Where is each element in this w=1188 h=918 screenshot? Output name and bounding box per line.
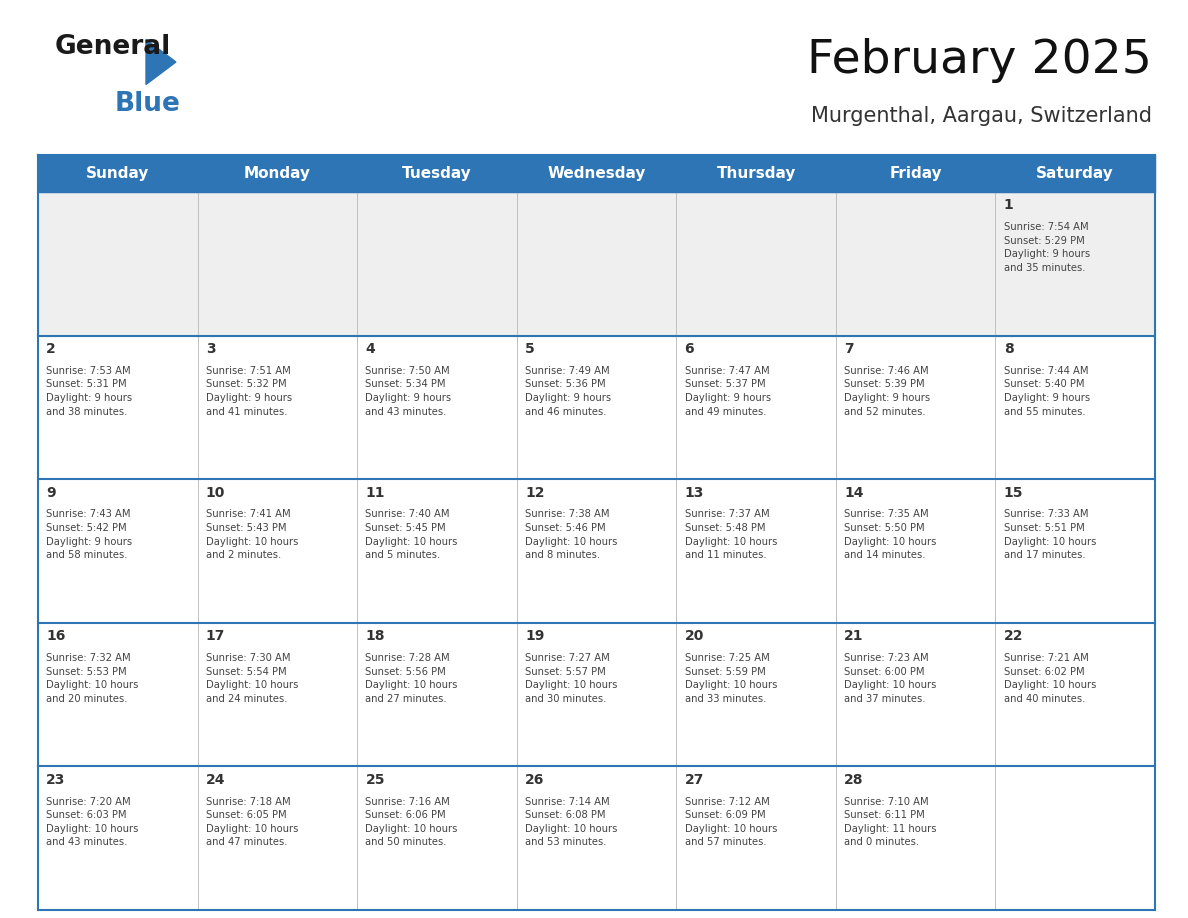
Text: 6: 6 [684,342,694,356]
Text: Sunrise: 7:54 AM
Sunset: 5:29 PM
Daylight: 9 hours
and 35 minutes.: Sunrise: 7:54 AM Sunset: 5:29 PM Dayligh… [1004,222,1089,273]
Text: Sunrise: 7:49 AM
Sunset: 5:36 PM
Daylight: 9 hours
and 46 minutes.: Sunrise: 7:49 AM Sunset: 5:36 PM Dayligh… [525,366,611,417]
Text: 19: 19 [525,629,544,644]
Text: 17: 17 [206,629,226,644]
Text: Sunrise: 7:46 AM
Sunset: 5:39 PM
Daylight: 9 hours
and 52 minutes.: Sunrise: 7:46 AM Sunset: 5:39 PM Dayligh… [845,366,930,417]
Text: General: General [55,34,171,61]
Text: 20: 20 [684,629,704,644]
Text: Sunrise: 7:47 AM
Sunset: 5:37 PM
Daylight: 9 hours
and 49 minutes.: Sunrise: 7:47 AM Sunset: 5:37 PM Dayligh… [684,366,771,417]
Text: Sunrise: 7:14 AM
Sunset: 6:08 PM
Daylight: 10 hours
and 53 minutes.: Sunrise: 7:14 AM Sunset: 6:08 PM Dayligh… [525,797,618,847]
Text: Sunrise: 7:53 AM
Sunset: 5:31 PM
Daylight: 9 hours
and 38 minutes.: Sunrise: 7:53 AM Sunset: 5:31 PM Dayligh… [46,366,132,417]
Text: 2: 2 [46,342,56,356]
Text: Sunrise: 7:20 AM
Sunset: 6:03 PM
Daylight: 10 hours
and 43 minutes.: Sunrise: 7:20 AM Sunset: 6:03 PM Dayligh… [46,797,139,847]
Text: Sunrise: 7:35 AM
Sunset: 5:50 PM
Daylight: 10 hours
and 14 minutes.: Sunrise: 7:35 AM Sunset: 5:50 PM Dayligh… [845,509,936,560]
Text: Sunrise: 7:40 AM
Sunset: 5:45 PM
Daylight: 10 hours
and 5 minutes.: Sunrise: 7:40 AM Sunset: 5:45 PM Dayligh… [366,509,457,560]
Text: 1: 1 [1004,198,1013,212]
Text: Sunrise: 7:50 AM
Sunset: 5:34 PM
Daylight: 9 hours
and 43 minutes.: Sunrise: 7:50 AM Sunset: 5:34 PM Dayligh… [366,366,451,417]
Text: Sunrise: 7:43 AM
Sunset: 5:42 PM
Daylight: 9 hours
and 58 minutes.: Sunrise: 7:43 AM Sunset: 5:42 PM Dayligh… [46,509,132,560]
Text: Friday: Friday [890,166,942,181]
Text: Sunrise: 7:25 AM
Sunset: 5:59 PM
Daylight: 10 hours
and 33 minutes.: Sunrise: 7:25 AM Sunset: 5:59 PM Dayligh… [684,653,777,704]
Text: Sunrise: 7:27 AM
Sunset: 5:57 PM
Daylight: 10 hours
and 30 minutes.: Sunrise: 7:27 AM Sunset: 5:57 PM Dayligh… [525,653,618,704]
Text: Sunrise: 7:18 AM
Sunset: 6:05 PM
Daylight: 10 hours
and 47 minutes.: Sunrise: 7:18 AM Sunset: 6:05 PM Dayligh… [206,797,298,847]
Text: 26: 26 [525,773,544,787]
Text: Thursday: Thursday [716,166,796,181]
Text: 18: 18 [366,629,385,644]
Text: 16: 16 [46,629,65,644]
Text: 11: 11 [366,486,385,499]
Text: Sunrise: 7:30 AM
Sunset: 5:54 PM
Daylight: 10 hours
and 24 minutes.: Sunrise: 7:30 AM Sunset: 5:54 PM Dayligh… [206,653,298,704]
Text: 12: 12 [525,486,544,499]
Text: 22: 22 [1004,629,1023,644]
Text: 13: 13 [684,486,704,499]
Text: Saturday: Saturday [1036,166,1114,181]
Text: Sunrise: 7:38 AM
Sunset: 5:46 PM
Daylight: 10 hours
and 8 minutes.: Sunrise: 7:38 AM Sunset: 5:46 PM Dayligh… [525,509,618,560]
Text: Sunrise: 7:28 AM
Sunset: 5:56 PM
Daylight: 10 hours
and 27 minutes.: Sunrise: 7:28 AM Sunset: 5:56 PM Dayligh… [366,653,457,704]
Text: 7: 7 [845,342,854,356]
Text: 15: 15 [1004,486,1023,499]
Text: 3: 3 [206,342,215,356]
Text: 5: 5 [525,342,535,356]
Text: 9: 9 [46,486,56,499]
Text: Sunrise: 7:10 AM
Sunset: 6:11 PM
Daylight: 11 hours
and 0 minutes.: Sunrise: 7:10 AM Sunset: 6:11 PM Dayligh… [845,797,936,847]
Text: 24: 24 [206,773,226,787]
Text: Sunrise: 7:32 AM
Sunset: 5:53 PM
Daylight: 10 hours
and 20 minutes.: Sunrise: 7:32 AM Sunset: 5:53 PM Dayligh… [46,653,139,704]
Text: Sunrise: 7:44 AM
Sunset: 5:40 PM
Daylight: 9 hours
and 55 minutes.: Sunrise: 7:44 AM Sunset: 5:40 PM Dayligh… [1004,366,1089,417]
Text: Sunrise: 7:37 AM
Sunset: 5:48 PM
Daylight: 10 hours
and 11 minutes.: Sunrise: 7:37 AM Sunset: 5:48 PM Dayligh… [684,509,777,560]
Text: 14: 14 [845,486,864,499]
Text: 23: 23 [46,773,65,787]
Text: February 2025: February 2025 [808,39,1152,84]
Text: 10: 10 [206,486,226,499]
Text: Tuesday: Tuesday [402,166,472,181]
Text: Sunday: Sunday [86,166,150,181]
Text: Wednesday: Wednesday [548,166,646,181]
Text: 4: 4 [366,342,375,356]
Text: Blue: Blue [115,91,181,117]
Text: Sunrise: 7:41 AM
Sunset: 5:43 PM
Daylight: 10 hours
and 2 minutes.: Sunrise: 7:41 AM Sunset: 5:43 PM Dayligh… [206,509,298,560]
Text: 28: 28 [845,773,864,787]
Text: 27: 27 [684,773,704,787]
Polygon shape [146,39,176,84]
Text: Sunrise: 7:33 AM
Sunset: 5:51 PM
Daylight: 10 hours
and 17 minutes.: Sunrise: 7:33 AM Sunset: 5:51 PM Dayligh… [1004,509,1097,560]
Text: 21: 21 [845,629,864,644]
Text: 25: 25 [366,773,385,787]
Text: Sunrise: 7:16 AM
Sunset: 6:06 PM
Daylight: 10 hours
and 50 minutes.: Sunrise: 7:16 AM Sunset: 6:06 PM Dayligh… [366,797,457,847]
Text: Sunrise: 7:51 AM
Sunset: 5:32 PM
Daylight: 9 hours
and 41 minutes.: Sunrise: 7:51 AM Sunset: 5:32 PM Dayligh… [206,366,292,417]
Text: Sunrise: 7:23 AM
Sunset: 6:00 PM
Daylight: 10 hours
and 37 minutes.: Sunrise: 7:23 AM Sunset: 6:00 PM Dayligh… [845,653,936,704]
Text: Sunrise: 7:12 AM
Sunset: 6:09 PM
Daylight: 10 hours
and 57 minutes.: Sunrise: 7:12 AM Sunset: 6:09 PM Dayligh… [684,797,777,847]
Text: Monday: Monday [244,166,311,181]
Text: Sunrise: 7:21 AM
Sunset: 6:02 PM
Daylight: 10 hours
and 40 minutes.: Sunrise: 7:21 AM Sunset: 6:02 PM Dayligh… [1004,653,1097,704]
Text: Murgenthal, Aargau, Switzerland: Murgenthal, Aargau, Switzerland [811,106,1152,126]
Text: 8: 8 [1004,342,1013,356]
